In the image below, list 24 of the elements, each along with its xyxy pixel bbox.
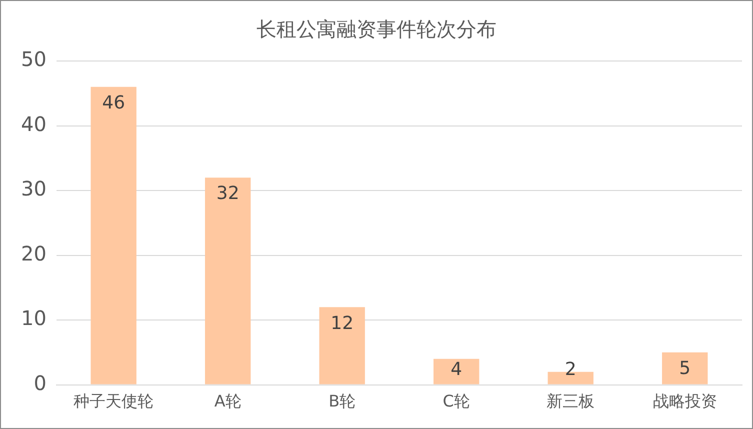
data-label: 12 — [330, 312, 354, 334]
data-label: 2 — [564, 358, 576, 380]
x-tick-label: A轮 — [214, 392, 242, 411]
y-tick-label: 40 — [20, 112, 46, 136]
chart-title: 长租公寓融资事件轮次分布 — [256, 17, 496, 42]
y-tick-label: 50 — [20, 47, 46, 72]
x-tick-label: 战略投资 — [652, 392, 717, 411]
x-tick-label: 新三板 — [546, 392, 595, 411]
bar — [90, 86, 136, 384]
data-label: 32 — [216, 183, 240, 204]
y-tick-label: 0 — [34, 371, 46, 396]
x-tick-label: 种子天使轮 — [74, 392, 154, 411]
x-tick-label: C轮 — [442, 392, 470, 411]
x-tick-label: B轮 — [328, 392, 356, 411]
data-label: 46 — [102, 92, 126, 114]
y-tick-label: 30 — [20, 176, 46, 201]
y-tick-label: 10 — [20, 306, 46, 330]
data-label: 4 — [450, 358, 462, 380]
bar — [434, 358, 480, 384]
y-tick-label: 20 — [20, 241, 46, 266]
bar — [319, 307, 365, 384]
bar — [662, 352, 708, 384]
bar — [204, 178, 251, 384]
data-label: 5 — [679, 358, 691, 380]
